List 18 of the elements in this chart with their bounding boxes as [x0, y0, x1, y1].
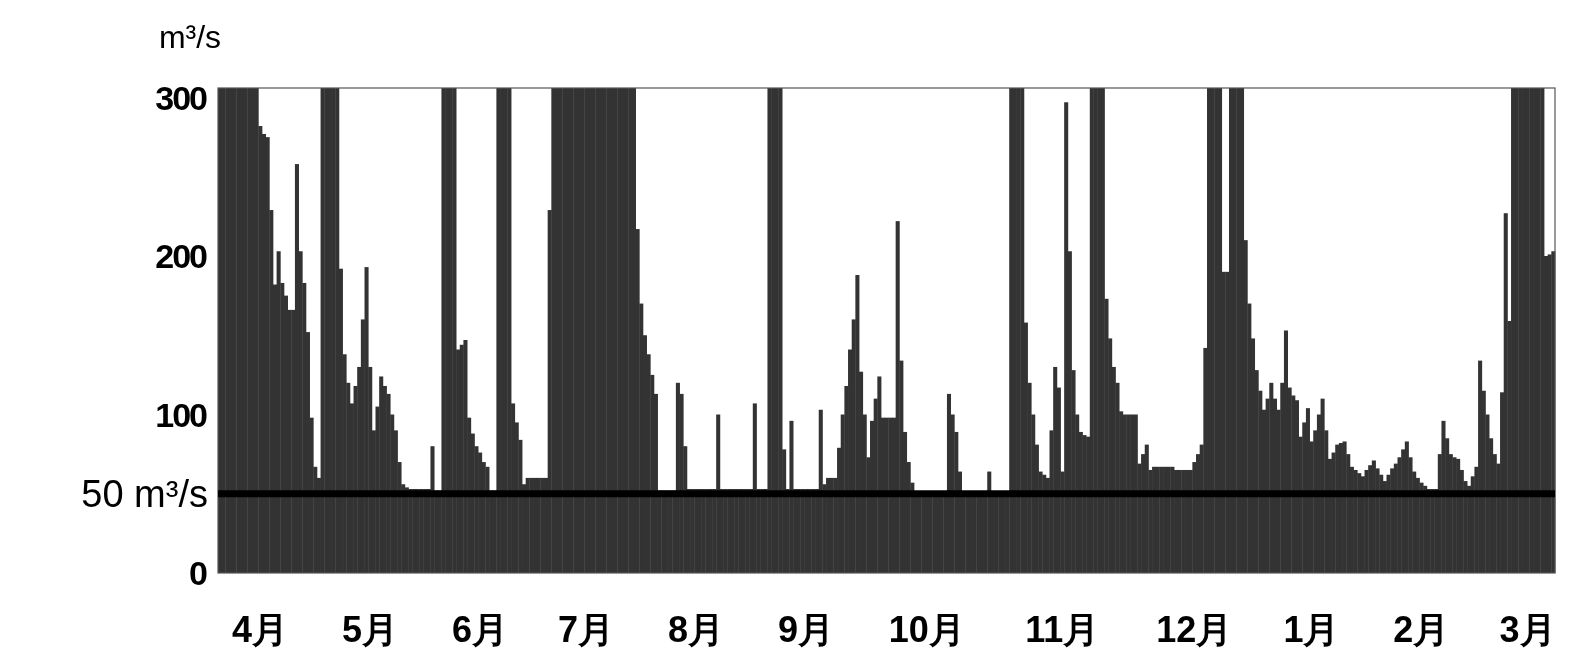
- x-tick-label: 10月: [888, 609, 965, 650]
- x-tick-label: 11月: [1025, 609, 1100, 650]
- y-tick-label: 300: [155, 78, 208, 117]
- x-tick-label: 8月: [668, 609, 725, 650]
- ref-line-label: 50 m³/s: [81, 472, 208, 515]
- y-axis-title: m³/s: [158, 19, 222, 55]
- y-tick-label: 0: [189, 554, 208, 592]
- x-tick-label: 12月: [1156, 609, 1233, 650]
- y-tick-label: 100: [155, 395, 208, 434]
- x-tick-label: 5月: [342, 609, 399, 650]
- x-tick-label: 1月: [1283, 609, 1340, 650]
- x-tick-label: 6月: [451, 609, 508, 650]
- x-tick-label: 4月: [232, 609, 289, 650]
- x-tick-label: 9月: [777, 609, 834, 650]
- y-tick-label: 200: [155, 237, 208, 276]
- x-tick-label: 2月: [1393, 609, 1450, 650]
- x-tick-label: 7月: [558, 609, 615, 650]
- x-tick-label: 3月: [1499, 609, 1556, 650]
